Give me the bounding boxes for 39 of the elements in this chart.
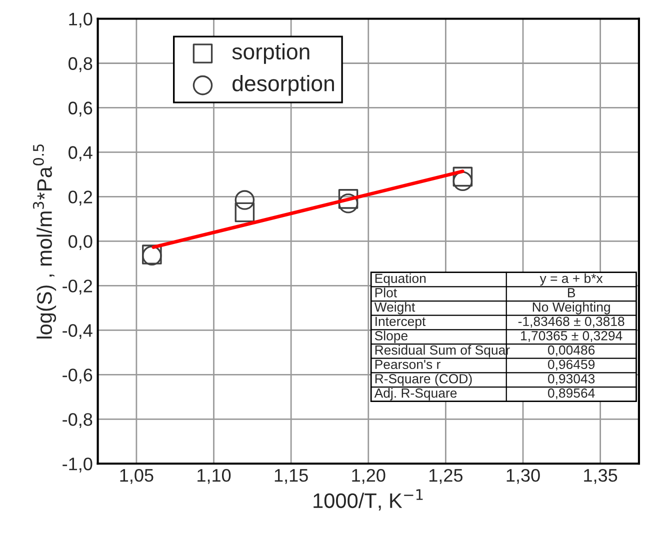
- legend-label: sorption: [232, 43, 310, 64]
- x-tick-label: 1,05: [120, 468, 154, 484]
- y-tick-label: 0,0: [68, 235, 92, 250]
- annotation: Weight: [374, 302, 416, 314]
- y-tick-label: -0,6: [62, 368, 92, 384]
- x-tick-label: 1,10: [198, 468, 231, 484]
- annotation: y = a + b*x: [540, 273, 603, 286]
- annotation: B: [568, 288, 576, 298]
- annotation: -1,83468 ± 0,3818: [518, 316, 624, 328]
- annotation: 0,96459: [548, 360, 595, 371]
- x-tick-label: 1,15: [274, 469, 308, 484]
- annotation: Plot: [375, 288, 397, 298]
- x-tick-label: 1,20: [352, 468, 386, 484]
- y-tick-label: 0,2: [68, 190, 92, 206]
- y-tick-label: -1,0: [62, 458, 92, 472]
- y-tick-label: 0,8: [68, 57, 92, 72]
- x-tick-label: 1,30: [506, 468, 540, 484]
- annotation: 1,70365 ± 0,3294: [521, 331, 622, 342]
- annotation: R-Square (COD): [375, 374, 472, 386]
- annotation: 0,93043: [548, 374, 595, 385]
- annotation: Pearson's r: [375, 360, 440, 370]
- annotation: Intercept: [376, 316, 426, 329]
- x-tick-label: 1,35: [584, 468, 618, 484]
- annotation: Slope: [374, 330, 408, 343]
- y-tick-label: -0,8: [62, 413, 92, 428]
- x-tick-label: 1,25: [429, 468, 463, 484]
- legend-label: desorption: [232, 75, 334, 96]
- annotation: Equation: [375, 273, 426, 286]
- y-tick-label: -0,2: [62, 280, 92, 295]
- y-tick-label: 0,6: [68, 102, 92, 117]
- x-axis-title: 1000/T, K$^{−1}$: [314, 489, 423, 511]
- y-tick-label: 1,0: [69, 12, 92, 28]
- y-tick-label: 0,4: [68, 146, 92, 162]
- annotation: 0,89564: [548, 388, 595, 400]
- annotation: 0,00486: [548, 345, 595, 356]
- y-tick-label: -0,4: [62, 324, 92, 340]
- y-axis-title: log(S) , mol/m$^{3}$*Pa$^{0.5}$: [32, 144, 56, 338]
- annotation: Adj. R-Square: [374, 388, 457, 400]
- annotation: No Weighting: [532, 302, 610, 314]
